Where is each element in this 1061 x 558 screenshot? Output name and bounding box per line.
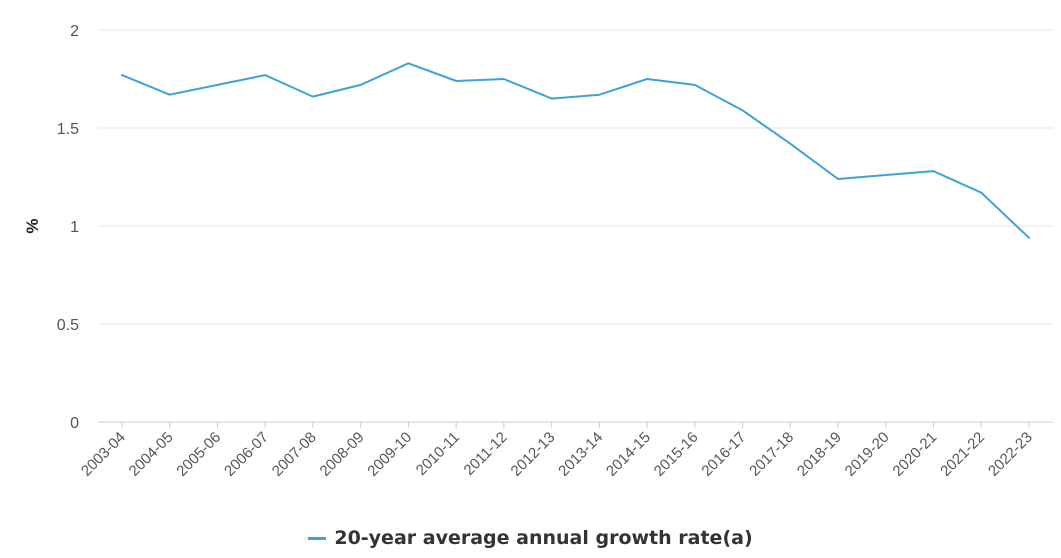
x-tick-label: 2010-11	[413, 429, 463, 479]
data-point[interactable]	[597, 92, 601, 96]
data-point[interactable]	[836, 177, 840, 181]
data-point[interactable]	[406, 61, 410, 65]
x-tick-label: 2003-04	[78, 429, 129, 480]
x-tick-label: 2005-06	[173, 429, 224, 480]
data-point[interactable]	[740, 108, 744, 112]
data-point[interactable]	[168, 92, 172, 96]
x-tick-label: 2015-16	[651, 429, 702, 480]
data-point[interactable]	[358, 83, 362, 87]
x-tick-label: 2009-10	[364, 429, 415, 480]
y-tick-label: 1	[70, 219, 79, 236]
y-tick-label: 0	[70, 415, 79, 432]
data-point[interactable]	[311, 94, 315, 98]
x-tick-label: 2008-09	[317, 429, 368, 480]
data-point[interactable]	[120, 73, 124, 77]
legend-swatch	[308, 536, 327, 540]
data-point[interactable]	[645, 77, 649, 81]
x-tick-label: 2007-08	[269, 429, 320, 480]
y-axis-label: %	[23, 218, 42, 233]
x-tick-label: 2020-21	[889, 429, 940, 480]
series-line[interactable]	[121, 62, 1030, 239]
x-tick-label: 2019-20	[842, 429, 893, 480]
x-tick-label: 2006-07	[221, 429, 272, 480]
data-point[interactable]	[693, 83, 697, 87]
data-point[interactable]	[979, 190, 983, 194]
x-tick-label: 2013-14	[555, 429, 606, 480]
data-point[interactable]	[788, 141, 792, 145]
x-tick-label: 2004-05	[126, 429, 177, 480]
y-axis-ticks: 0 0.5 1 1.5 2	[57, 23, 79, 432]
x-tick-label: 2022-23	[985, 429, 1036, 480]
y-tick-label: 2	[70, 23, 79, 40]
legend-item[interactable]: 20-year average annual growth rate(a)	[308, 527, 753, 549]
x-tick-label: 2017-18	[746, 429, 797, 480]
data-point[interactable]	[454, 79, 458, 83]
data-point[interactable]	[215, 83, 219, 87]
data-point[interactable]	[884, 173, 888, 177]
x-tick-label: 2016-17	[698, 429, 749, 480]
x-tick-label: 2012-13	[508, 429, 559, 480]
x-tick-label: 2014-15	[603, 429, 654, 480]
data-point[interactable]	[502, 77, 506, 81]
x-axis-ticks: 2003-042004-052005-062006-072007-082008-…	[78, 422, 1036, 480]
data-point[interactable]	[263, 73, 267, 77]
data-point[interactable]	[549, 96, 553, 100]
gridlines	[98, 29, 1053, 423]
x-tick-label: 2021-22	[937, 429, 988, 480]
x-tick-label: 2011-12	[461, 429, 511, 479]
data-point[interactable]	[1027, 236, 1031, 240]
y-tick-label: 0.5	[57, 317, 79, 334]
data-point[interactable]	[931, 169, 935, 173]
legend-label: 20-year average annual growth rate(a)	[334, 527, 753, 549]
series-layer	[120, 61, 1031, 240]
legend: 20-year average annual growth rate(a)	[0, 525, 1061, 551]
x-tick-label: 2018-19	[794, 429, 845, 480]
y-tick-label: 1.5	[57, 121, 79, 138]
